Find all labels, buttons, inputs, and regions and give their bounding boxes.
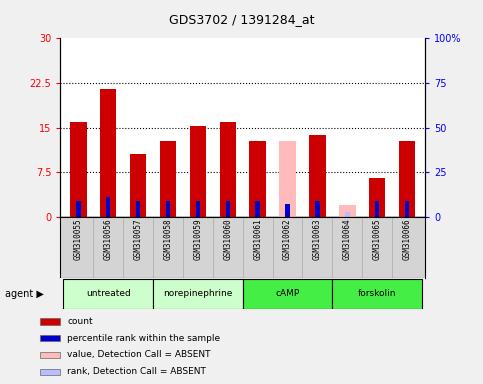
Text: GSM310065: GSM310065 — [373, 219, 382, 260]
Text: GSM310062: GSM310062 — [283, 219, 292, 260]
Bar — [106, 197, 111, 217]
Bar — [243, 279, 332, 308]
Bar — [160, 141, 176, 217]
Bar — [76, 201, 81, 217]
Text: cAMP: cAMP — [275, 289, 299, 298]
Text: count: count — [67, 317, 93, 326]
Bar — [40, 369, 59, 375]
Bar — [190, 126, 206, 217]
Bar — [136, 201, 141, 217]
Text: untreated: untreated — [86, 289, 130, 298]
Bar — [40, 335, 59, 341]
Text: GSM310064: GSM310064 — [343, 219, 352, 260]
Text: percentile rank within the sample: percentile rank within the sample — [67, 334, 220, 343]
Bar — [309, 135, 326, 217]
Text: forskolin: forskolin — [358, 289, 397, 298]
Text: value, Detection Call = ABSENT: value, Detection Call = ABSENT — [67, 351, 211, 359]
Bar — [279, 141, 296, 217]
Bar — [100, 89, 116, 217]
Bar — [332, 279, 422, 308]
Text: norepinephrine: norepinephrine — [163, 289, 232, 298]
Bar — [315, 201, 320, 217]
Bar — [369, 178, 385, 217]
Bar — [399, 141, 415, 217]
Text: agent ▶: agent ▶ — [5, 289, 43, 299]
Bar — [345, 212, 350, 217]
Bar — [405, 201, 410, 217]
Text: GSM310066: GSM310066 — [403, 219, 412, 260]
Bar — [153, 279, 243, 308]
Text: GSM310060: GSM310060 — [223, 219, 232, 260]
Bar — [226, 201, 230, 217]
Bar — [339, 205, 355, 217]
Bar — [285, 204, 290, 217]
Bar — [70, 122, 86, 217]
Text: rank, Detection Call = ABSENT: rank, Detection Call = ABSENT — [67, 367, 206, 376]
Text: GSM310056: GSM310056 — [104, 219, 113, 260]
Text: GSM310059: GSM310059 — [193, 219, 202, 260]
Bar — [130, 154, 146, 217]
Bar — [375, 201, 380, 217]
Text: GDS3702 / 1391284_at: GDS3702 / 1391284_at — [169, 13, 314, 26]
Bar — [40, 318, 59, 324]
Text: GSM310058: GSM310058 — [163, 219, 172, 260]
Bar — [256, 201, 260, 217]
Bar — [40, 352, 59, 358]
Text: GSM310055: GSM310055 — [74, 219, 83, 260]
Bar — [166, 201, 170, 217]
Bar — [220, 122, 236, 217]
Text: GSM310061: GSM310061 — [253, 219, 262, 260]
Bar — [63, 279, 153, 308]
Text: GSM310063: GSM310063 — [313, 219, 322, 260]
Bar — [249, 141, 266, 217]
Text: GSM310057: GSM310057 — [134, 219, 142, 260]
Bar — [196, 201, 200, 217]
